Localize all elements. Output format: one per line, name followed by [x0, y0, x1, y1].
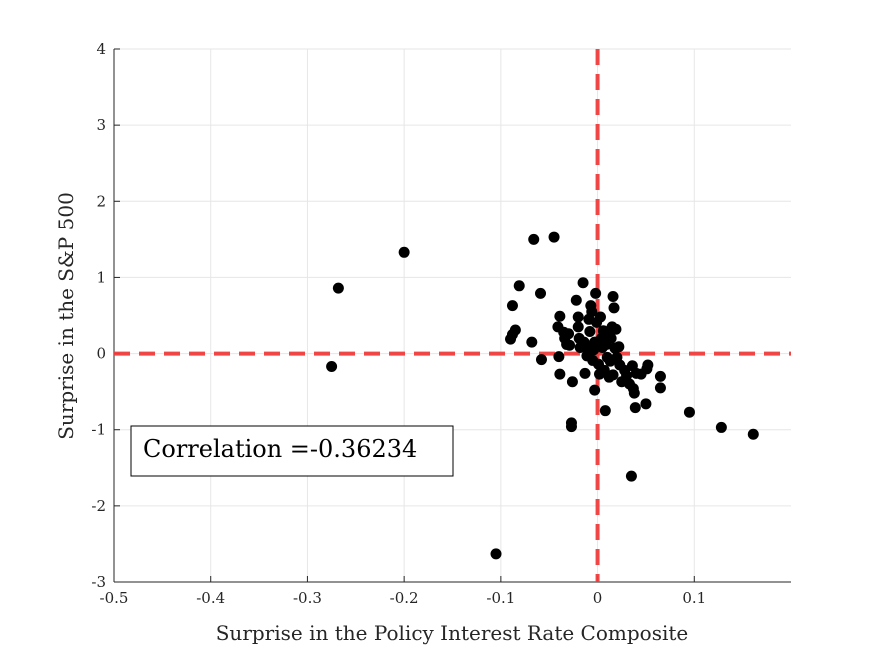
scatter-point: [554, 310, 566, 322]
scatter-point: [594, 311, 606, 323]
scatter-point: [564, 339, 576, 351]
grid-layer: [114, 48, 791, 582]
scatter-point: [548, 231, 560, 243]
x-tick-label: 0.1: [682, 589, 706, 607]
scatter-point: [572, 321, 584, 333]
scatter-point: [326, 361, 338, 373]
scatter-point: [584, 325, 596, 337]
axes-layer: [113, 48, 791, 583]
reference-lines: [114, 49, 791, 582]
scatter-point: [642, 359, 654, 371]
scatter-point: [570, 294, 582, 306]
scatter-point: [490, 548, 502, 560]
scatter-point: [586, 306, 598, 318]
y-tick-label: 3: [96, 116, 106, 134]
y-tick-label: 0: [96, 345, 106, 363]
scatter-point: [613, 341, 625, 353]
data-points: [326, 231, 759, 560]
x-tick-label: 0: [593, 589, 603, 607]
y-axis-title: Surprise in the S&P 500: [54, 192, 78, 440]
scatter-point: [554, 368, 566, 380]
scatter-point: [608, 302, 620, 314]
scatter-point: [577, 277, 589, 289]
scatter-point: [535, 287, 547, 299]
scatter-point: [506, 300, 518, 312]
x-tick-label: -0.4: [196, 589, 225, 607]
scatter-point: [566, 376, 578, 388]
scatter-point: [563, 328, 575, 340]
scatter-point: [607, 369, 619, 381]
scatter-point: [654, 382, 666, 394]
scatter-point: [572, 311, 584, 323]
scatter-point: [683, 406, 695, 418]
scatter-point: [509, 324, 521, 336]
scatter-point: [398, 246, 410, 258]
scatter-point: [332, 282, 344, 294]
scatter-point: [654, 370, 666, 382]
annotation-text: Correlation =-0.36234: [143, 435, 417, 463]
scatter-point: [621, 370, 633, 382]
y-tick-label: -2: [91, 497, 106, 515]
x-tick-label: -0.3: [293, 589, 322, 607]
scatter-point: [607, 290, 619, 302]
scatter-point: [528, 233, 540, 245]
scatter-point: [589, 384, 601, 396]
y-tick-label: 4: [96, 40, 106, 58]
tick-labels: -0.5 -0.4 -0.3 -0.2 -0.1 0 0.1 -3 -2 -1 0 1 2 3 4: [91, 40, 706, 607]
x-axis-title: Surprise in the Policy Interest Rate Com…: [216, 621, 689, 645]
scatter-point: [513, 280, 525, 292]
scatter-point: [625, 470, 637, 482]
scatter-point: [590, 287, 602, 299]
scatter-point: [526, 336, 538, 348]
annotation-box: [130, 425, 454, 477]
scatter-point: [535, 354, 547, 366]
y-tick-label: -3: [91, 573, 106, 591]
y-tick-label: -1: [91, 421, 106, 439]
scatter-point: [553, 351, 565, 363]
x-tick-label: -0.2: [390, 589, 419, 607]
scatter-point: [610, 323, 622, 335]
scatter-point: [565, 421, 577, 433]
x-tick-label: -0.1: [486, 589, 515, 607]
scatter-point: [605, 332, 617, 344]
scatter-point: [579, 367, 591, 379]
scatter-point: [715, 421, 727, 433]
correlation-annotation: Correlation =-0.36234: [130, 425, 454, 477]
scatter-point: [629, 402, 641, 414]
scatter-point: [747, 428, 759, 440]
y-tick-label: 2: [96, 192, 106, 210]
scatter-point: [640, 398, 652, 410]
x-tick-label: -0.5: [100, 589, 129, 607]
y-tick-label: 1: [96, 268, 106, 286]
scatter-point: [628, 387, 640, 399]
scatter-point: [599, 405, 611, 417]
